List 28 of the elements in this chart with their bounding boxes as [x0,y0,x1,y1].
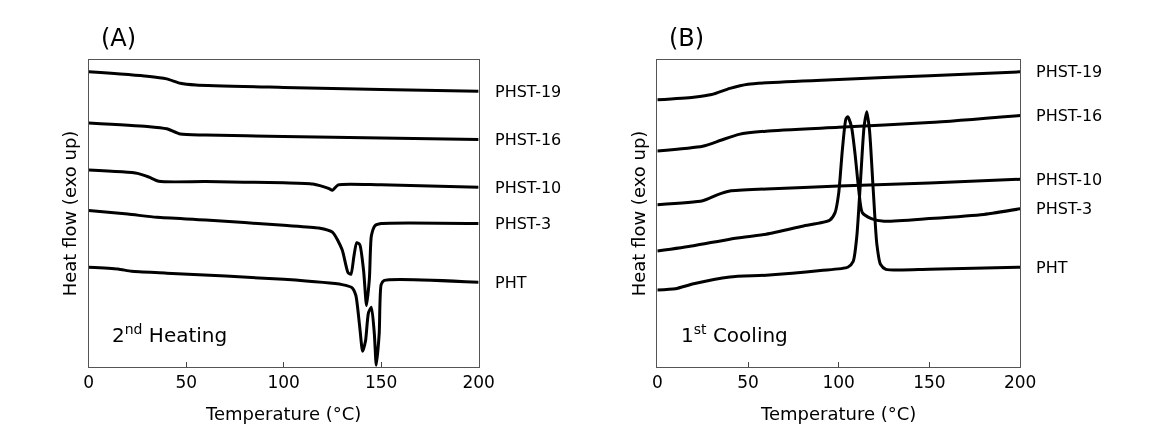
annotation: 2$^{nd}$ Heating [112,321,228,348]
series-label: PHST-10 [495,178,562,197]
series-label: PHST-19 [495,82,562,101]
x-tick-label: 0 [651,372,663,393]
series-label: PHT [1036,258,1068,277]
annotation: 1$^{st}$ Cooling [681,321,788,348]
series-label: PHST-3 [495,214,552,233]
x-tick-label: 150 [364,372,398,393]
series-label: PHT [495,273,527,292]
series-label: PHST-16 [1036,106,1103,125]
series-label: PHST-10 [1036,170,1103,189]
x-tick-label: 200 [1003,372,1037,393]
series-label: PHST-3 [1036,199,1093,218]
chart-title: (B) [669,24,705,52]
x-axis-title: Temperature (°C) [205,402,362,424]
x-tick-label: 150 [913,372,946,393]
x-tick-label: 50 [737,372,759,393]
x-tick-label: 200 [462,372,495,393]
series-label: PHST-16 [495,130,562,149]
series-label: PHST-19 [1036,62,1103,81]
x-axis-title: Temperature (°C) [760,402,917,424]
x-tick-label: 0 [83,372,95,393]
chart-title: (A) [101,24,137,52]
x-tick-label: 100 [267,372,300,393]
y-axis-title: Heat flow (exo up) [58,130,80,297]
y-axis-title: Heat flow (exo up) [627,130,649,297]
x-tick-label: 50 [175,372,198,393]
x-tick-label: 100 [822,372,855,393]
